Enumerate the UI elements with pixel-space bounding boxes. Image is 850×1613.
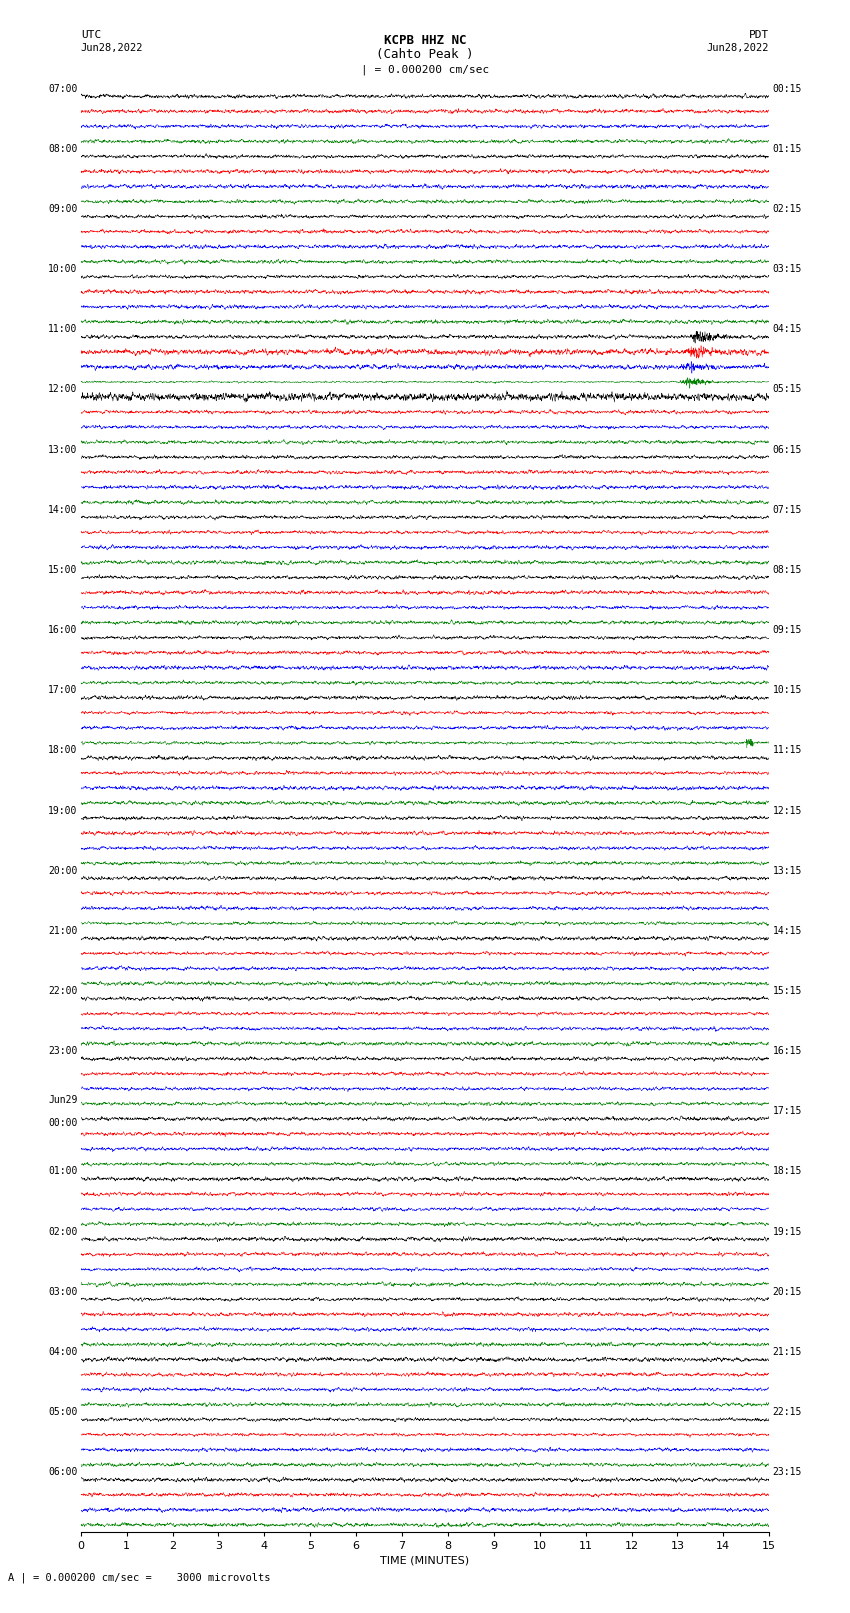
Text: 05:15: 05:15 <box>773 384 802 395</box>
Text: 01:15: 01:15 <box>773 144 802 153</box>
Text: 20:15: 20:15 <box>773 1287 802 1297</box>
Text: 20:00: 20:00 <box>48 866 77 876</box>
Text: 21:15: 21:15 <box>773 1347 802 1357</box>
Text: 14:15: 14:15 <box>773 926 802 936</box>
Text: 08:00: 08:00 <box>48 144 77 153</box>
Text: | = 0.000200 cm/sec: | = 0.000200 cm/sec <box>361 65 489 74</box>
Text: 11:15: 11:15 <box>773 745 802 755</box>
Text: 02:00: 02:00 <box>48 1226 77 1237</box>
Text: Jun28,2022: Jun28,2022 <box>706 44 769 53</box>
Text: A | = 0.000200 cm/sec =    3000 microvolts: A | = 0.000200 cm/sec = 3000 microvolts <box>8 1573 271 1582</box>
Text: 23:00: 23:00 <box>48 1047 77 1057</box>
Text: 08:15: 08:15 <box>773 565 802 574</box>
Text: 17:15: 17:15 <box>773 1107 802 1116</box>
Text: 13:15: 13:15 <box>773 866 802 876</box>
Text: 04:15: 04:15 <box>773 324 802 334</box>
Text: 16:15: 16:15 <box>773 1047 802 1057</box>
Text: 10:00: 10:00 <box>48 265 77 274</box>
Text: 07:00: 07:00 <box>48 84 77 94</box>
Text: 19:15: 19:15 <box>773 1226 802 1237</box>
Text: 09:15: 09:15 <box>773 626 802 636</box>
Text: (Cahto Peak ): (Cahto Peak ) <box>377 48 473 61</box>
Text: 09:00: 09:00 <box>48 203 77 215</box>
Text: 23:15: 23:15 <box>773 1468 802 1478</box>
Text: 05:00: 05:00 <box>48 1407 77 1418</box>
Text: 15:15: 15:15 <box>773 986 802 995</box>
Text: 12:00: 12:00 <box>48 384 77 395</box>
Text: UTC: UTC <box>81 31 101 40</box>
Text: 10:15: 10:15 <box>773 686 802 695</box>
Text: PDT: PDT <box>749 31 769 40</box>
Text: 12:15: 12:15 <box>773 805 802 816</box>
Text: KCPB HHZ NC: KCPB HHZ NC <box>383 34 467 47</box>
Text: 22:15: 22:15 <box>773 1407 802 1418</box>
X-axis label: TIME (MINUTES): TIME (MINUTES) <box>381 1555 469 1566</box>
Text: 17:00: 17:00 <box>48 686 77 695</box>
Text: 14:00: 14:00 <box>48 505 77 515</box>
Text: 01:00: 01:00 <box>48 1166 77 1176</box>
Text: 00:15: 00:15 <box>773 84 802 94</box>
Text: 11:00: 11:00 <box>48 324 77 334</box>
Text: 15:00: 15:00 <box>48 565 77 574</box>
Text: 18:15: 18:15 <box>773 1166 802 1176</box>
Text: 21:00: 21:00 <box>48 926 77 936</box>
Text: 03:15: 03:15 <box>773 265 802 274</box>
Text: 02:15: 02:15 <box>773 203 802 215</box>
Text: 06:15: 06:15 <box>773 445 802 455</box>
Text: 13:00: 13:00 <box>48 445 77 455</box>
Text: 19:00: 19:00 <box>48 805 77 816</box>
Text: 06:00: 06:00 <box>48 1468 77 1478</box>
Text: Jun29: Jun29 <box>48 1095 77 1105</box>
Text: 03:00: 03:00 <box>48 1287 77 1297</box>
Text: 04:00: 04:00 <box>48 1347 77 1357</box>
Text: 16:00: 16:00 <box>48 626 77 636</box>
Text: 22:00: 22:00 <box>48 986 77 995</box>
Text: Jun28,2022: Jun28,2022 <box>81 44 144 53</box>
Text: 18:00: 18:00 <box>48 745 77 755</box>
Text: 07:15: 07:15 <box>773 505 802 515</box>
Text: 00:00: 00:00 <box>48 1118 77 1127</box>
